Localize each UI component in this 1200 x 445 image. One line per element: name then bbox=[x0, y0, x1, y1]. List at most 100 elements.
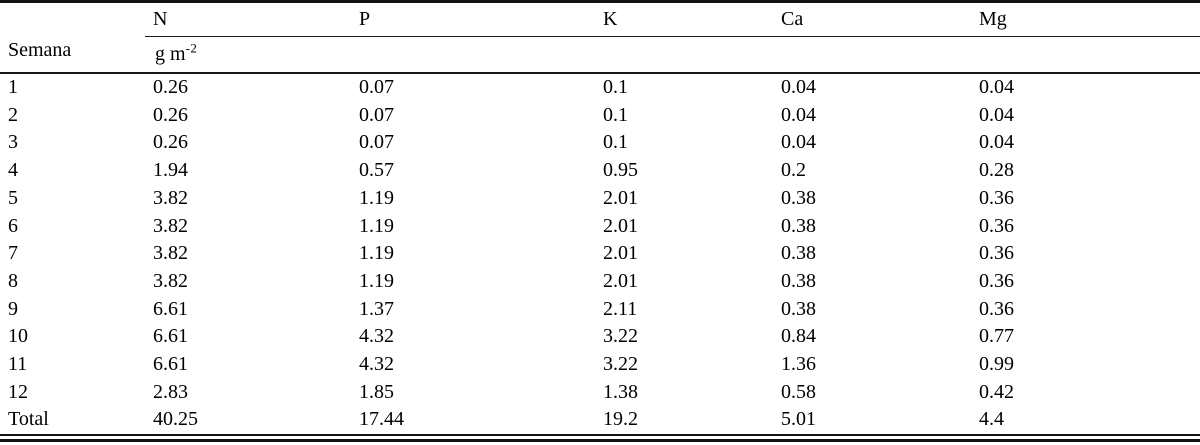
value-cell: 0.36 bbox=[979, 242, 1014, 265]
row-label: 2 bbox=[8, 103, 18, 126]
value-cell: 0.26 bbox=[153, 131, 188, 154]
value-cell: 0.26 bbox=[153, 76, 188, 98]
value-cell: 2.01 bbox=[603, 269, 638, 292]
value-cell: 3.82 bbox=[153, 242, 188, 265]
value-cell: 4.4 bbox=[971, 406, 1200, 437]
value-cell: 0.36 bbox=[979, 269, 1014, 292]
value-cell: 2.11 bbox=[603, 297, 638, 320]
row-dimension-header: Semana bbox=[0, 3, 145, 74]
value-cell: 3.22 bbox=[603, 353, 638, 376]
nutrient-table: Semana N P K Ca Mg g m-2 1 0.26 0.07 0.1 0.04 0.… bbox=[0, 3, 1200, 437]
value-cell: 6.61 bbox=[153, 297, 188, 320]
value-cell: 3.82 bbox=[153, 186, 188, 209]
value-cell: 2.83 bbox=[153, 380, 188, 403]
row-label: 4 bbox=[8, 159, 18, 182]
nutrient-header-row: Semana N P K Ca Mg bbox=[0, 3, 1200, 74]
table-row: 9 6.61 1.37 2.11 0.38 0.36 bbox=[0, 296, 1200, 324]
row-label: 10 bbox=[8, 325, 28, 348]
value-cell: 3.82 bbox=[153, 214, 188, 237]
row-label: 6 bbox=[8, 214, 18, 237]
value-cell: 1.38 bbox=[603, 380, 638, 403]
value-cell: 0.07 bbox=[359, 76, 394, 98]
value-cell: 4.32 bbox=[359, 325, 394, 348]
unit-header-row: g m-2 bbox=[0, 36, 1200, 74]
row-label: 8 bbox=[8, 269, 18, 292]
value-cell: 0.42 bbox=[979, 380, 1014, 403]
unit-exponent-text: -2 bbox=[185, 40, 198, 56]
table-row: 10 6.61 4.32 3.22 0.84 0.77 bbox=[0, 323, 1200, 351]
value-cell: 0.84 bbox=[781, 325, 816, 348]
value-cell: 40.25 bbox=[145, 406, 351, 437]
value-cell: 0.77 bbox=[979, 325, 1014, 348]
table-row: 4 1.94 0.57 0.95 0.2 0.28 bbox=[0, 157, 1200, 185]
column-header-p: P bbox=[351, 3, 595, 37]
table-row: 12 2.83 1.85 1.38 0.58 0.42 bbox=[0, 379, 1200, 407]
value-cell: 6.61 bbox=[153, 325, 188, 348]
value-cell: 0.07 bbox=[359, 103, 394, 126]
table-row: 2 0.26 0.07 0.1 0.04 0.04 bbox=[0, 102, 1200, 130]
row-label: 11 bbox=[8, 353, 28, 376]
row-label: 1 bbox=[8, 76, 18, 98]
value-cell: 3.22 bbox=[603, 325, 638, 348]
table-body: 1 0.26 0.07 0.1 0.04 0.04 2 0.26 0.07 0.1 0.04 0… bbox=[0, 73, 1200, 437]
value-cell: 1.19 bbox=[359, 242, 394, 265]
value-cell: 0.38 bbox=[781, 269, 816, 292]
table-row: 7 3.82 1.19 2.01 0.38 0.36 bbox=[0, 240, 1200, 268]
value-cell: 0.04 bbox=[781, 103, 816, 126]
value-cell: 3.82 bbox=[153, 269, 188, 292]
row-label: 5 bbox=[8, 186, 18, 209]
value-cell: 0.36 bbox=[979, 297, 1014, 320]
value-cell: 1.85 bbox=[359, 380, 394, 403]
value-cell: 4.32 bbox=[359, 353, 394, 376]
value-cell: 0.1 bbox=[603, 131, 628, 154]
value-cell: 2.01 bbox=[603, 214, 638, 237]
value-cell: 6.61 bbox=[153, 353, 188, 376]
value-cell: 0.28 bbox=[979, 159, 1014, 182]
value-cell: 0.26 bbox=[153, 103, 188, 126]
value-cell: 0.57 bbox=[359, 159, 394, 182]
column-header-n: N bbox=[145, 3, 351, 37]
column-header-mg: Mg bbox=[971, 3, 1200, 37]
value-cell: 19.2 bbox=[595, 406, 773, 437]
value-cell: 5.01 bbox=[773, 406, 971, 437]
value-cell: 1.19 bbox=[359, 269, 394, 292]
row-label: Total bbox=[0, 406, 145, 437]
value-cell: 1.19 bbox=[359, 186, 394, 209]
value-cell: 0.95 bbox=[603, 159, 638, 182]
value-cell: 0.04 bbox=[979, 76, 1014, 98]
value-cell: 0.2 bbox=[781, 159, 806, 182]
value-cell: 2.01 bbox=[603, 242, 638, 265]
value-cell: 0.1 bbox=[603, 76, 628, 98]
value-cell: 0.38 bbox=[781, 242, 816, 265]
row-label: 3 bbox=[8, 131, 18, 154]
table-row: 3 0.26 0.07 0.1 0.04 0.04 bbox=[0, 129, 1200, 157]
table-row: 1 0.26 0.07 0.1 0.04 0.04 bbox=[0, 73, 1200, 102]
unit-base-text: g m bbox=[155, 43, 186, 65]
value-cell: 0.04 bbox=[979, 131, 1014, 154]
row-label: 12 bbox=[8, 380, 28, 403]
value-cell: 1.36 bbox=[781, 353, 816, 376]
value-cell: 0.36 bbox=[979, 214, 1014, 237]
table-header: Semana N P K Ca Mg g m-2 bbox=[0, 3, 1200, 74]
value-cell: 0.04 bbox=[781, 76, 816, 98]
value-cell: 0.58 bbox=[781, 380, 816, 403]
table-row: 11 6.61 4.32 3.22 1.36 0.99 bbox=[0, 351, 1200, 379]
column-header-k: K bbox=[595, 3, 773, 37]
column-header-ca: Ca bbox=[773, 3, 971, 37]
value-cell: 1.19 bbox=[359, 214, 394, 237]
table-row: 8 3.82 1.19 2.01 0.38 0.36 bbox=[0, 268, 1200, 296]
value-cell: 17.44 bbox=[351, 406, 595, 437]
value-cell: 0.04 bbox=[781, 131, 816, 154]
value-cell: 2.01 bbox=[603, 186, 638, 209]
value-cell: 0.38 bbox=[781, 186, 816, 209]
value-cell: 0.07 bbox=[359, 131, 394, 154]
value-cell: 0.04 bbox=[979, 103, 1014, 126]
value-cell: 1.94 bbox=[153, 159, 188, 182]
row-label: 9 bbox=[8, 297, 18, 320]
value-cell: 0.36 bbox=[979, 186, 1014, 209]
value-cell: 0.38 bbox=[781, 297, 816, 320]
table-row: Total 40.25 17.44 19.2 5.01 4.4 bbox=[0, 406, 1200, 437]
table-row: 6 3.82 1.19 2.01 0.38 0.36 bbox=[0, 213, 1200, 241]
value-cell: 0.1 bbox=[603, 103, 628, 126]
